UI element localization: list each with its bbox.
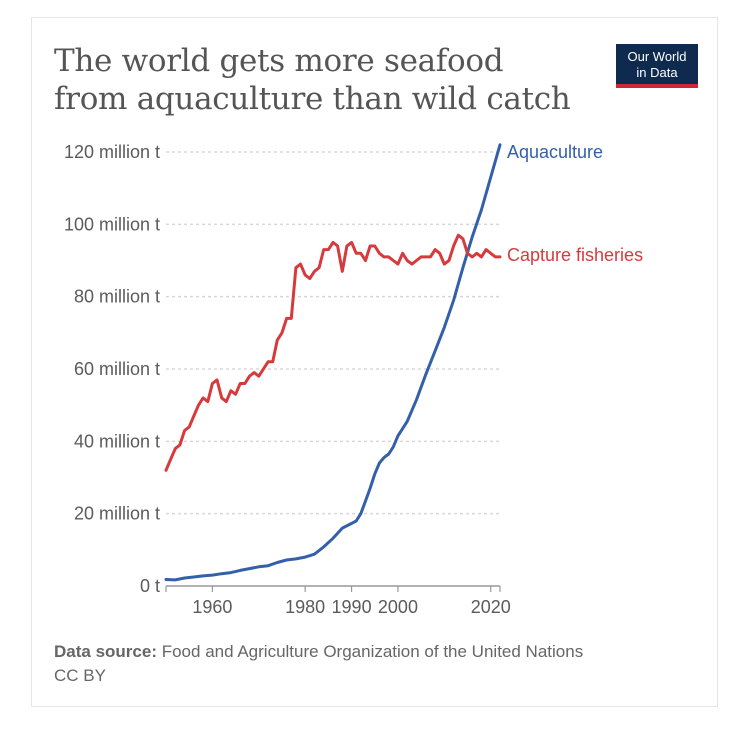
x-tick-label: 1980 xyxy=(285,597,325,617)
grid-lines xyxy=(166,151,500,515)
owid-logo[interactable]: Our World in Data xyxy=(616,44,698,88)
x-axis: 1960 1980 1990 2000 2020 xyxy=(165,585,511,617)
data-source: Data source: Food and Agriculture Organi… xyxy=(54,640,704,688)
license-text: CC BY xyxy=(54,666,106,685)
chart-title: The world gets more seafood from aquacul… xyxy=(54,43,571,117)
x-tick-label: 2020 xyxy=(471,597,511,617)
y-axis-ticks: 0 t 20 million t 40 million t 60 million t 8… xyxy=(64,142,160,596)
series-lines xyxy=(164,143,502,582)
logo-line-1: Our World xyxy=(627,49,687,64)
series-label-capture: Capture fisheries xyxy=(507,245,643,265)
y-tick-label: 40 million t xyxy=(74,431,160,451)
source-text: Food and Agriculture Organization of the… xyxy=(161,642,584,661)
series-label-aquaculture: Aquaculture xyxy=(507,142,603,162)
y-tick-label: 20 million t xyxy=(74,504,160,524)
logo-line-2: in Data xyxy=(636,65,678,80)
series-labels: Aquaculture Capture fisheries xyxy=(507,142,643,265)
y-tick-label: 120 million t xyxy=(64,142,160,162)
y-tick-label: 100 million t xyxy=(64,214,160,234)
y-tick-label: 60 million t xyxy=(74,359,160,379)
source-label: Data source: xyxy=(54,642,157,661)
y-tick-label: 80 million t xyxy=(74,287,160,307)
chart-card: The world gets more seafood from aquacul… xyxy=(31,17,718,707)
x-tick-label: 2000 xyxy=(378,597,418,617)
x-tick-label: 1990 xyxy=(332,597,372,617)
y-tick-label: 0 t xyxy=(140,576,160,596)
x-tick-label: 1960 xyxy=(192,597,232,617)
series-line-aquaculture[interactable] xyxy=(164,143,502,582)
series-line-capture[interactable] xyxy=(164,233,502,472)
